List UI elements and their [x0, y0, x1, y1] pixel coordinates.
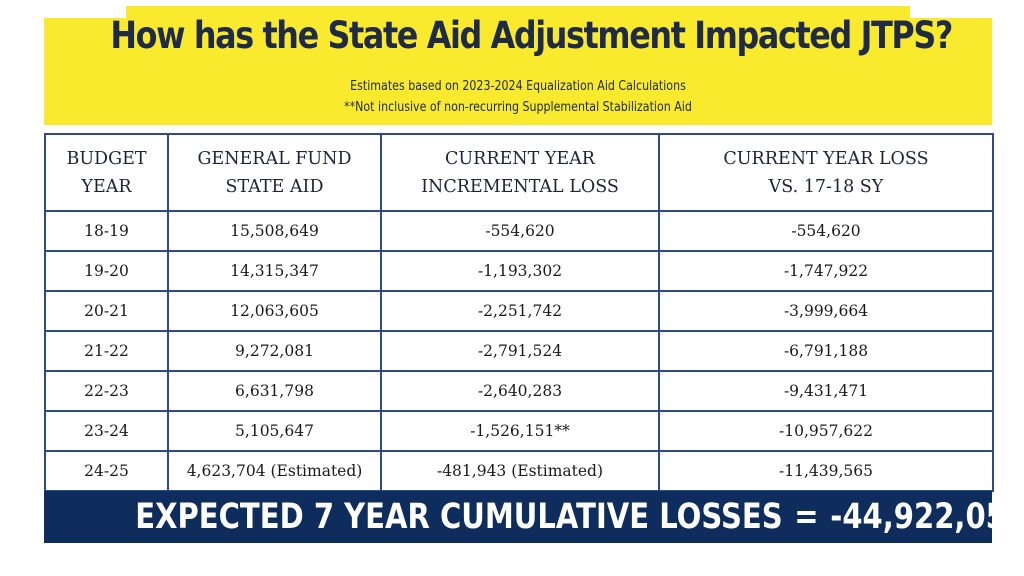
- cell-state-aid: 4,623,704 (Estimated): [167, 450, 382, 492]
- cumulative-losses-label: EXPECTED 7 YEAR CUMULATIVE LOSSES: [135, 497, 783, 537]
- table-header-row: BUDGET YEAR GENERAL FUND STATE AID CURRE…: [44, 133, 994, 212]
- page-title: How has the State Aid Adjustment Impacte…: [110, 14, 953, 57]
- header-line: CURRENT YEAR LOSS: [723, 148, 929, 169]
- cell-incremental-loss: -1,526,151**: [380, 410, 660, 452]
- header-loss-vs-1718: CURRENT YEAR LOSS VS. 17-18 SY: [658, 133, 994, 212]
- cell-incremental-loss: -1,193,302: [380, 250, 660, 292]
- header-incremental-loss: CURRENT YEAR INCREMENTAL LOSS: [380, 133, 660, 212]
- cell-state-aid: 15,508,649: [167, 210, 382, 252]
- table-row: 23-24 5,105,647 -1,526,151** -10,957,622: [44, 410, 994, 452]
- header-line: CURRENT YEAR: [445, 148, 595, 169]
- cell-state-aid: 5,105,647: [167, 410, 382, 452]
- cell-incremental-loss: -481,943 (Estimated): [380, 450, 660, 492]
- table-row: 21-22 9,272,081 -2,791,524 -6,791,188: [44, 330, 994, 372]
- table-row: 22-23 6,631,798 -2,640,283 -9,431,471: [44, 370, 994, 412]
- header-line: STATE AID: [225, 176, 324, 197]
- header-budget-year: BUDGET YEAR: [44, 133, 169, 212]
- cell-budget-year: 21-22: [44, 330, 169, 372]
- cell-budget-year: 19-20: [44, 250, 169, 292]
- subtitle-estimates: Estimates based on 2023-2024 Equalizatio…: [350, 79, 686, 94]
- cell-budget-year: 22-23: [44, 370, 169, 412]
- cell-state-aid: 9,272,081: [167, 330, 382, 372]
- cell-budget-year: 23-24: [44, 410, 169, 452]
- cell-cumulative-loss: -11,439,565: [658, 450, 994, 492]
- state-aid-table: BUDGET YEAR GENERAL FUND STATE AID CURRE…: [44, 133, 994, 492]
- table-row: 18-19 15,508,649 -554,620 -554,620: [44, 210, 994, 252]
- cell-budget-year: 24-25: [44, 450, 169, 492]
- header-line: BUDGET: [66, 148, 147, 169]
- header-general-fund: GENERAL FUND STATE AID: [167, 133, 382, 212]
- title-banner: [44, 18, 992, 125]
- header-line: INCREMENTAL LOSS: [421, 176, 619, 197]
- cumulative-losses-text: EXPECTED 7 YEAR CUMULATIVE LOSSES = -44,92…: [135, 491, 1024, 543]
- cell-cumulative-loss: -6,791,188: [658, 330, 994, 372]
- cell-state-aid: 12,063,605: [167, 290, 382, 332]
- cell-incremental-loss: -554,620: [380, 210, 660, 252]
- cell-cumulative-loss: -554,620: [658, 210, 994, 252]
- cell-incremental-loss: -2,791,524: [380, 330, 660, 372]
- cell-cumulative-loss: -3,999,664: [658, 290, 994, 332]
- header-line: VS. 17-18 SY: [768, 176, 884, 197]
- cell-budget-year: 20-21: [44, 290, 169, 332]
- cell-state-aid: 14,315,347: [167, 250, 382, 292]
- cell-budget-year: 18-19: [44, 210, 169, 252]
- subtitle-note: **Not inclusive of non-recurring Supplem…: [344, 100, 692, 115]
- header-line: YEAR: [81, 176, 132, 197]
- table-row: 20-21 12,063,605 -2,251,742 -3,999,664: [44, 290, 994, 332]
- cumulative-losses-banner: EXPECTED 7 YEAR CUMULATIVE LOSSES = -44,92…: [44, 491, 1024, 543]
- cell-incremental-loss: -2,640,283: [380, 370, 660, 412]
- equals-sign: =: [794, 497, 819, 537]
- cell-incremental-loss: -2,251,742: [380, 290, 660, 332]
- cell-cumulative-loss: -9,431,471: [658, 370, 994, 412]
- title-banner-top: [126, 6, 910, 20]
- table-row: 19-20 14,315,347 -1,193,302 -1,747,922: [44, 250, 994, 292]
- header-line: GENERAL FUND: [197, 148, 352, 169]
- cell-cumulative-loss: -10,957,622: [658, 410, 994, 452]
- table-row: 24-25 4,623,704 (Estimated) -481,943 (Es…: [44, 450, 994, 492]
- cell-state-aid: 6,631,798: [167, 370, 382, 412]
- cell-cumulative-loss: -1,747,922: [658, 250, 994, 292]
- cumulative-losses-value: -44,922,052: [830, 497, 1024, 537]
